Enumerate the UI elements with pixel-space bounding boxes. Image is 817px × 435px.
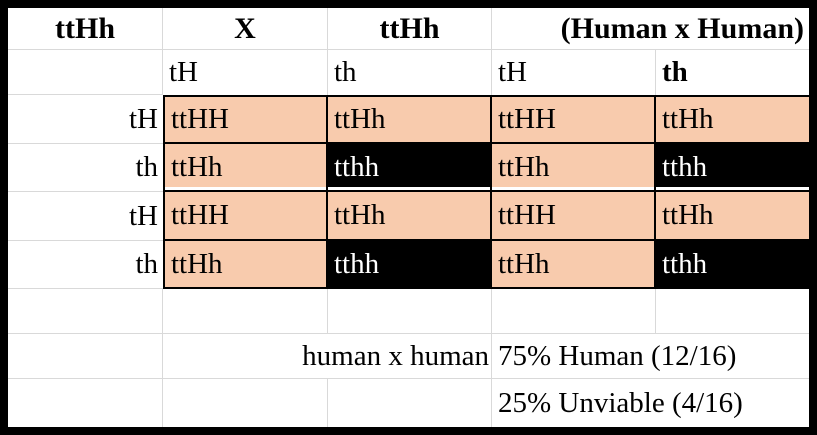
empty-cell[interactable] <box>8 50 163 95</box>
father-gamete-cell[interactable]: th <box>328 50 492 95</box>
parent2-genotype-cell[interactable]: ttHh <box>328 8 492 50</box>
mother-gamete-cell[interactable]: tH <box>8 95 163 144</box>
empty-cell[interactable] <box>163 379 328 427</box>
punnett-cell-unviable[interactable]: tthh <box>656 144 809 192</box>
empty-cell[interactable] <box>8 289 163 334</box>
summary-human-result-cell[interactable]: 75% Human (12/16) <box>492 334 809 379</box>
father-gamete-cell[interactable]: th <box>656 50 809 95</box>
empty-cell[interactable] <box>8 334 163 379</box>
summary-cross-cell[interactable]: human x human <box>163 334 492 379</box>
punnett-cell-unviable[interactable]: tthh <box>656 241 809 289</box>
punnett-cell[interactable]: ttHH <box>163 95 328 144</box>
father-gamete-cell[interactable]: tH <box>163 50 328 95</box>
punnett-cell[interactable]: ttHh <box>656 192 809 241</box>
punnett-cell-unviable[interactable]: tthh <box>328 144 492 192</box>
father-gamete-cell[interactable]: tH <box>492 50 656 95</box>
empty-cell[interactable] <box>8 379 163 427</box>
punnett-cell[interactable]: ttHh <box>328 95 492 144</box>
cross-title-cell[interactable]: (Human x Human) <box>492 8 809 50</box>
empty-cell[interactable] <box>328 289 492 334</box>
punnett-cell[interactable]: ttHh <box>492 144 656 192</box>
punnett-cell[interactable]: ttHh <box>163 144 328 192</box>
empty-cell[interactable] <box>656 289 809 334</box>
empty-cell[interactable] <box>163 289 328 334</box>
mother-gamete-cell[interactable]: th <box>8 241 163 289</box>
punnett-cell[interactable]: ttHh <box>492 241 656 289</box>
punnett-cell[interactable]: ttHH <box>163 192 328 241</box>
parent1-genotype-cell[interactable]: ttHh <box>8 8 163 50</box>
punnett-cell[interactable]: ttHh <box>656 95 809 144</box>
mother-gamete-cell[interactable]: th <box>8 144 163 192</box>
summary-unviable-result-cell[interactable]: 25% Unviable (4/16) <box>492 379 809 427</box>
mother-gamete-cell[interactable]: tH <box>8 192 163 241</box>
punnett-cell[interactable]: ttHH <box>492 95 656 144</box>
empty-cell[interactable] <box>328 379 492 427</box>
punnett-cell[interactable]: ttHh <box>163 241 328 289</box>
punnett-cell[interactable]: ttHH <box>492 192 656 241</box>
punnett-cell-unviable[interactable]: tthh <box>328 241 492 289</box>
cross-symbol-cell[interactable]: X <box>163 8 328 50</box>
empty-cell[interactable] <box>492 289 656 334</box>
punnett-cell[interactable]: ttHh <box>328 192 492 241</box>
